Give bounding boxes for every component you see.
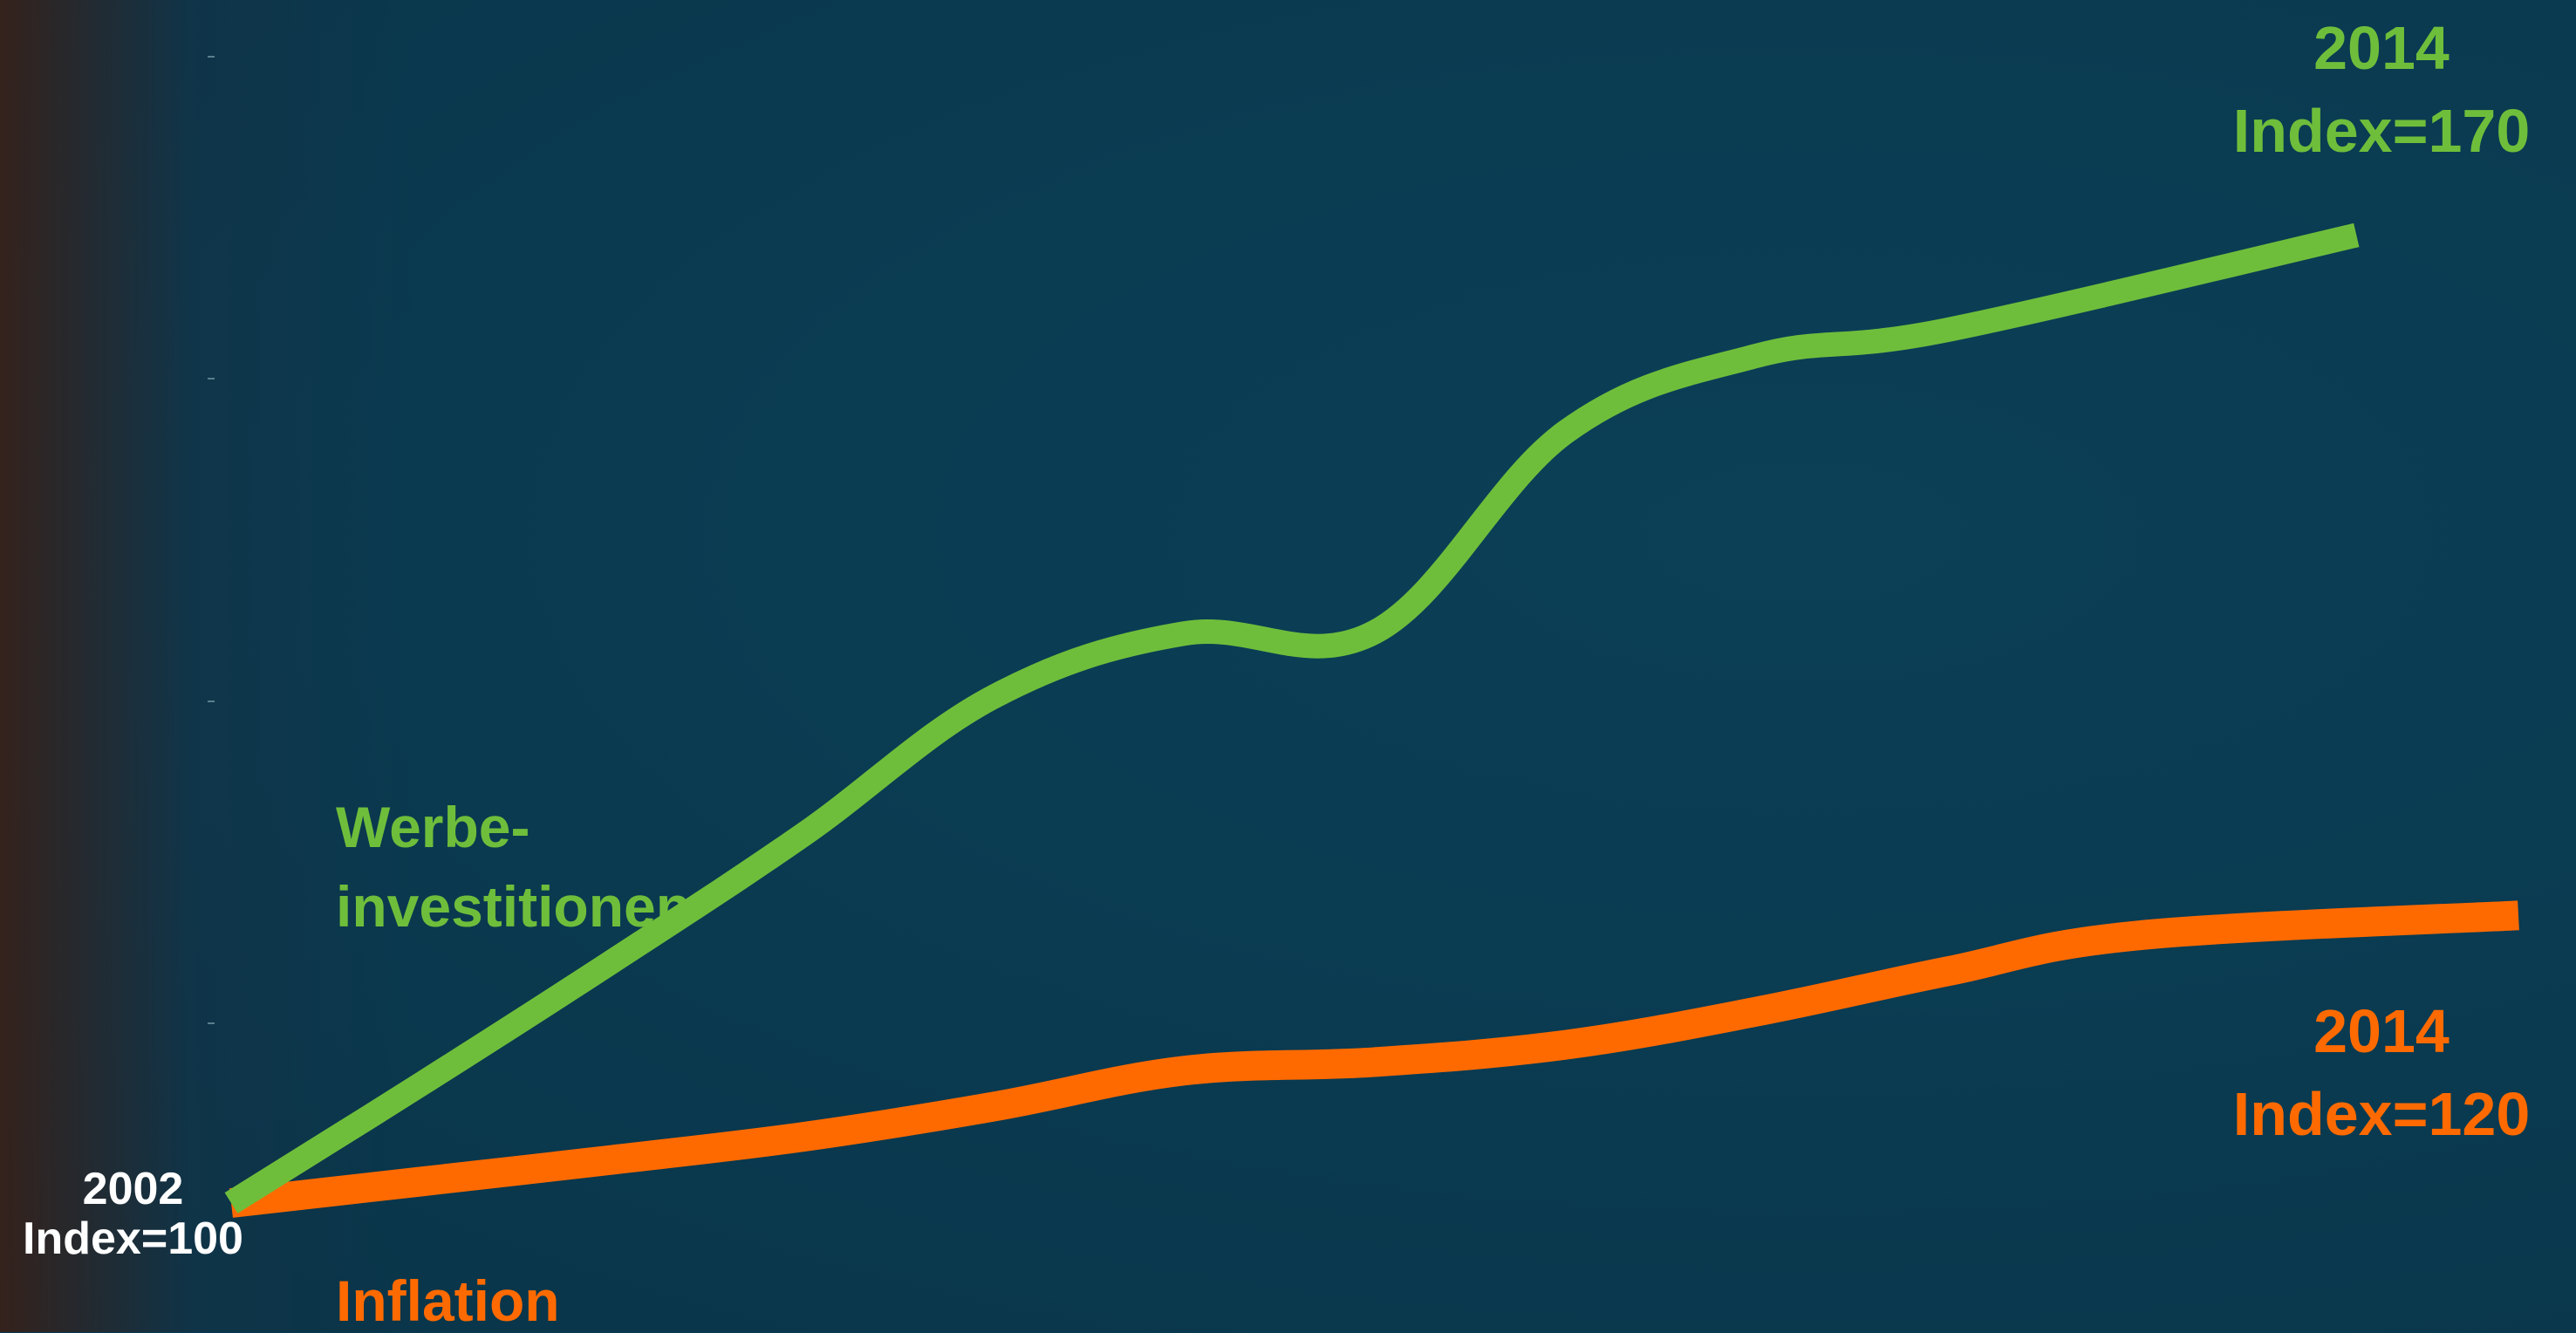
start-label: 2002 Index=100 (0, 1164, 266, 1265)
inflation-series-line (229, 900, 2519, 1218)
werbe-series-label-line1: Werbe- (336, 795, 530, 859)
inflation-end-label: 2014 Index=120 (2198, 990, 2565, 1156)
werbe-end-label: 2014 Index=170 (2198, 7, 2565, 173)
y-axis-tick (208, 1022, 215, 1024)
start-year: 2002 (82, 1164, 184, 1214)
werbe-series-label: Werbe- investitionen (336, 788, 691, 947)
werbe-end-index: Index=170 (2232, 97, 2531, 166)
inflation-end-year: 2014 (2313, 997, 2450, 1065)
y-axis-tick (208, 56, 215, 58)
inflation-end-index: Index=120 (2232, 1080, 2531, 1149)
y-axis-tick (208, 378, 215, 379)
werbe-series-label-line2: investitionen (336, 874, 692, 940)
y-axis-tick (208, 701, 215, 702)
werbe-end-year: 2014 (2313, 14, 2450, 82)
werbe-series-line (224, 222, 2360, 1213)
inflation-series-label: Inflation (336, 1268, 560, 1333)
start-index: Index=100 (23, 1213, 243, 1265)
